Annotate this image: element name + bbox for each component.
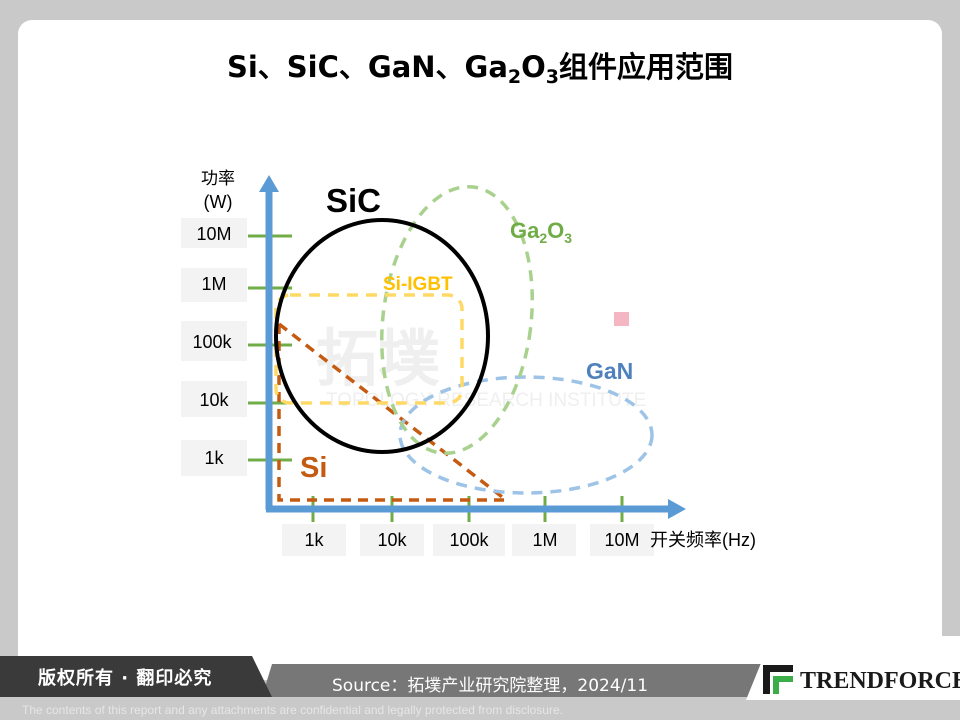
y-tick-boxes — [181, 218, 247, 476]
rights-text: 版权所有 · 翻印必究 — [38, 667, 213, 689]
y-tick-label: 10M — [196, 224, 231, 244]
gan-label: GaN — [586, 358, 633, 384]
sic-region — [274, 218, 490, 454]
x-axis-arrow — [668, 499, 686, 519]
watermark-sub: TOPOLOGY RESEARCH INSTITUTE — [326, 390, 646, 411]
y-axis-unit: (W) — [204, 192, 233, 212]
trendforce-logo-text: TRENDFORCE — [800, 668, 960, 694]
source-band: Source：拓墣产业研究院整理，2024/11 — [262, 664, 772, 697]
y-tick-label: 1M — [201, 274, 226, 294]
x-tick-label: 10k — [377, 530, 407, 550]
sic-label: SiC — [326, 182, 381, 219]
gan-region — [398, 375, 654, 495]
si-label: Si — [300, 452, 327, 484]
y-tick-label: 1k — [204, 448, 224, 468]
slide-card — [18, 20, 942, 680]
y-axis-label: 功率 — [201, 169, 235, 188]
y-axis-arrow — [259, 175, 279, 192]
x-tick-label: 100k — [449, 530, 489, 550]
pink-marker — [614, 312, 629, 326]
source-text: Source：拓墣产业研究院整理，2024/11 — [332, 676, 649, 696]
si-boundary — [277, 324, 506, 502]
ga2o3-region — [380, 184, 534, 456]
rights-band: 版权所有 · 翻印必究 — [0, 656, 272, 697]
y-tick-label: 100k — [192, 332, 232, 352]
x-axis-label: 开关频率(Hz) — [650, 530, 756, 550]
si-boundary-diagonal — [277, 322, 508, 502]
disclaimer-text: The contents of this report and any atta… — [22, 703, 563, 717]
ga2o3-label: Ga2O3 — [510, 218, 572, 246]
watermark-main: 拓墣 — [316, 325, 440, 394]
slide-title: Si、SiC、GaN、Ga2O3组件应用范围 — [226, 50, 734, 88]
x-tick-label: 1k — [304, 530, 324, 550]
x-tick-label: 10M — [604, 530, 639, 550]
trendforce-logo-icon — [763, 665, 793, 694]
y-tick-label: 10k — [199, 390, 229, 410]
si-igbt-label: Si-IGBT — [383, 274, 453, 295]
axes — [259, 175, 686, 519]
x-tick-label: 1M — [532, 530, 557, 550]
x-tick-boxes — [282, 524, 654, 556]
